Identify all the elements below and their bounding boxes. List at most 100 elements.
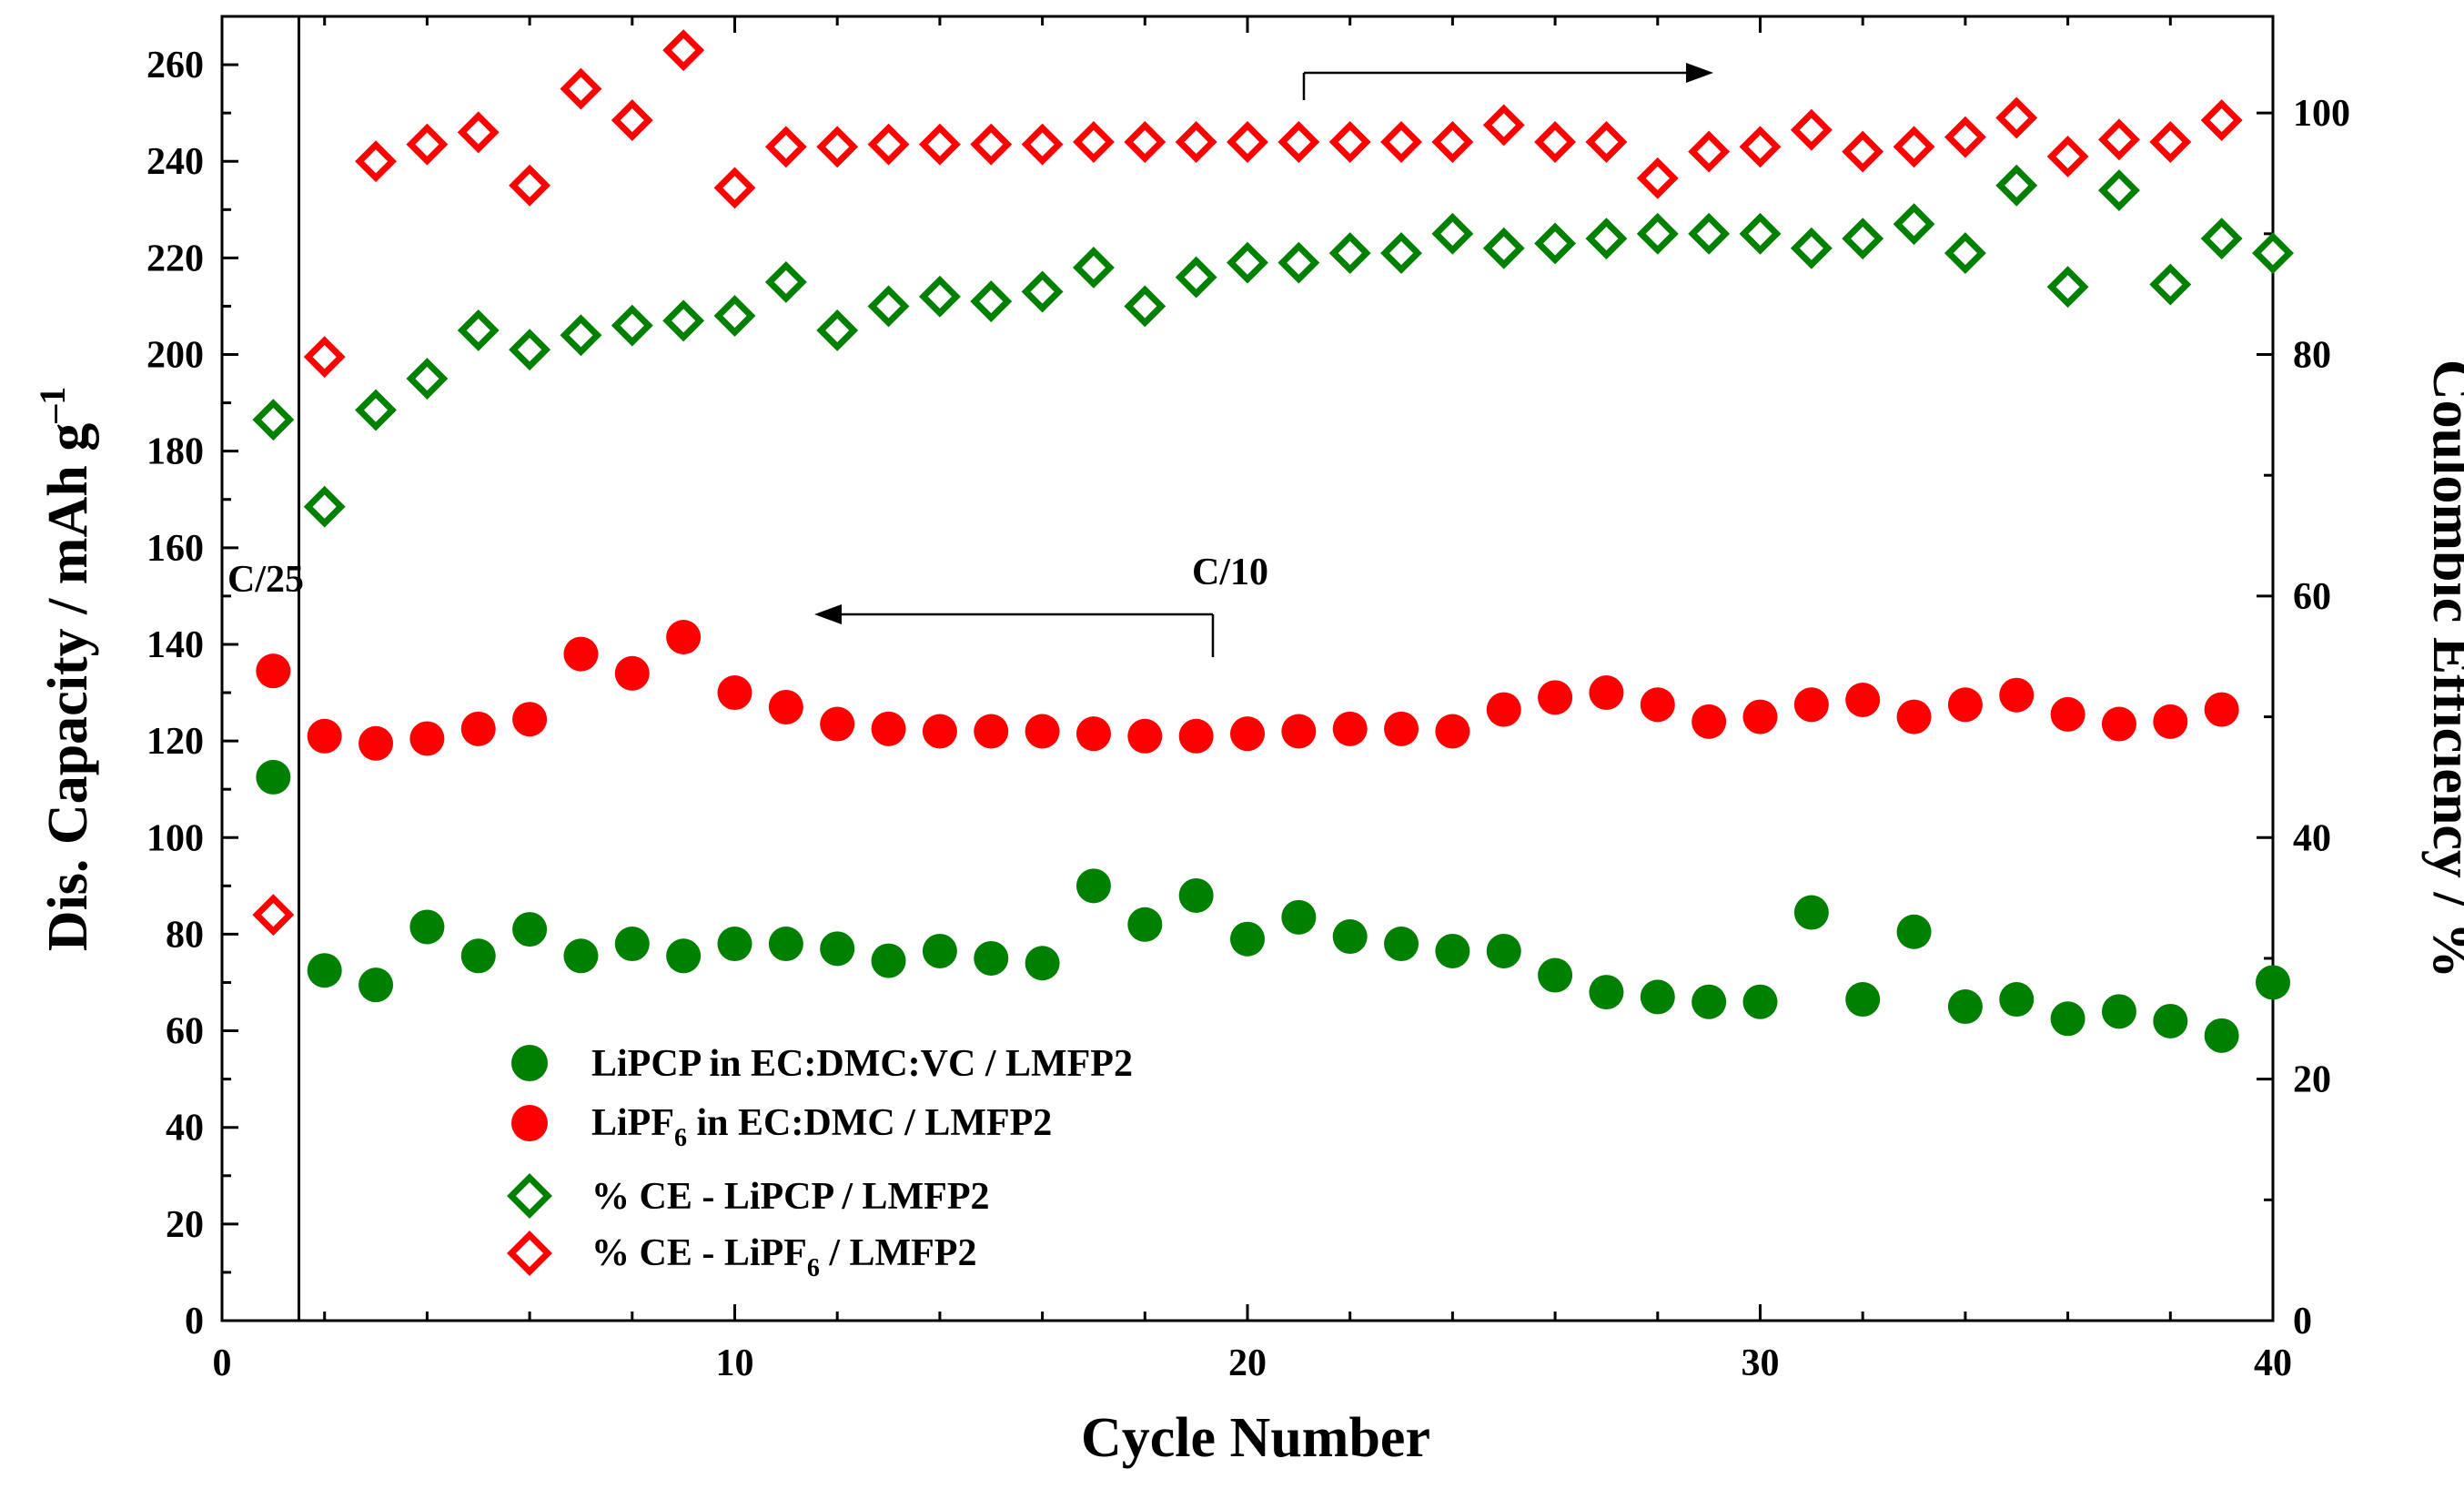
- ce-lipcp-point: [918, 275, 961, 318]
- x-tick-label: 10: [716, 1342, 754, 1384]
- ce-lipf6-point: [1585, 121, 1628, 163]
- x-tick-label: 30: [1742, 1342, 1780, 1384]
- capacity-lipf6-point: [1178, 718, 1214, 754]
- capacity-lipf6-point: [768, 689, 803, 724]
- capacity-lipcp-point: [1793, 895, 1829, 930]
- left-y-tick-label: 200: [146, 335, 204, 377]
- ce-lipcp-point: [1277, 241, 1320, 284]
- capacity-lipf6-point: [1384, 711, 1419, 746]
- left-y-tick-label: 240: [146, 141, 204, 183]
- ce-lipf6-point: [2200, 99, 2243, 142]
- capacity-lipf6-point: [1025, 714, 1060, 749]
- capacity-lipf6-point: [1589, 675, 1624, 711]
- capacity-lipcp-point: [2204, 1018, 2239, 1053]
- ce-lipf6-point: [560, 67, 602, 110]
- ce-lipf6-point: [1893, 126, 1935, 168]
- ce-lipcp-point: [1944, 232, 1986, 275]
- capacity-lipcp-point: [460, 938, 496, 974]
- capacity-lipf6-point: [1947, 687, 1983, 723]
- left-y-tick-label: 220: [146, 238, 204, 279]
- ce-lipf6-point: [2046, 135, 2089, 177]
- ce-lipf6-point: [1021, 123, 1064, 166]
- c10-label: C/10: [1192, 552, 1268, 593]
- capacity-lipcp-point: [1896, 914, 1932, 949]
- capacity-lipcp-point: [512, 912, 548, 947]
- capacity-lipcp-point: [717, 927, 752, 962]
- ce-lipf6-point: [1380, 121, 1422, 163]
- ce-lipf6-point: [303, 336, 346, 379]
- ce-lipf6-point: [764, 126, 807, 168]
- series-capacity-lipf6: [256, 620, 2239, 761]
- ce-lipf6-point: [816, 126, 859, 168]
- capacity-lipcp-point: [1691, 984, 1727, 1019]
- capacity-lipcp-point: [1075, 868, 1111, 904]
- ce-lipcp-point: [1124, 285, 1166, 328]
- capacity-lipf6-point: [1332, 711, 1368, 746]
- ce-lipcp-point: [2200, 218, 2243, 260]
- left-y-tick-label: 0: [185, 1301, 204, 1342]
- left-y-tick-label: 40: [166, 1108, 204, 1150]
- ce-lipf6-point: [1790, 108, 1833, 151]
- capacity-lipf6-point: [1538, 680, 1573, 715]
- right-y-tick-label: 20: [2293, 1059, 2331, 1101]
- left-y-tick-label: 20: [166, 1204, 204, 1246]
- left-y-tick-label: 100: [146, 817, 204, 859]
- legend-label-ce-lipcp: % CE - LiPCP / LMFP2: [591, 1176, 989, 1218]
- ce-lipcp-point: [509, 329, 551, 371]
- capacity-lipcp-point: [1230, 921, 1265, 957]
- capacity-lipcp-point: [409, 909, 445, 945]
- capacity-lipf6-point: [563, 636, 599, 672]
- x-tick-label: 20: [1228, 1342, 1267, 1384]
- ce-lipcp-point: [1227, 241, 1268, 284]
- ce-lipf6-point: [662, 29, 705, 72]
- left-y-tick-label: 80: [166, 914, 204, 956]
- right-y-tick-label: 100: [2293, 93, 2350, 135]
- x-tick-label: 40: [2254, 1342, 2292, 1384]
- right-y-tick-label: 0: [2293, 1301, 2312, 1342]
- x-tick-label: 0: [213, 1342, 232, 1384]
- capacity-lipf6-point: [974, 714, 1009, 749]
- capacity-lipf6-point: [1640, 687, 1675, 723]
- legend-label-lipf6-main: LiPF: [591, 1102, 674, 1144]
- ce-lipf6-point: [1227, 121, 1268, 163]
- ce-lipf6-point: [1688, 130, 1731, 173]
- right-y-tick-label: 60: [2293, 576, 2331, 618]
- ce-lipcp-point: [1842, 218, 1884, 260]
- capacity-lipcp-point: [2256, 965, 2290, 1000]
- left-axis-arrow: [814, 604, 1215, 657]
- ce-lipcp-point: [764, 260, 807, 303]
- ce-lipf6-point: [1073, 121, 1115, 163]
- ce-lipcp-point: [1021, 270, 1064, 313]
- ce-lipcp-point: [1328, 232, 1371, 275]
- ce-lipf6-point: [1277, 121, 1320, 163]
- ce-lipcp-point: [1073, 247, 1115, 289]
- legend-label-ce-lipf6-rest: / LMFP2: [820, 1232, 977, 1274]
- ce-lipcp-point: [816, 309, 859, 351]
- capacity-lipcp-point: [2153, 1003, 2188, 1038]
- capacity-lipcp-point: [1178, 877, 1214, 913]
- ce-lipf6-point: [457, 111, 500, 154]
- left-y-tick-label: 260: [146, 45, 204, 86]
- capacity-lipf6-point: [1999, 677, 2035, 713]
- capacity-lipcp-point: [2050, 1001, 2085, 1037]
- ce-lipcp-point: [1534, 222, 1577, 265]
- capacity-lipf6-point: [1742, 699, 1778, 734]
- legend-marker-ce-lipf6: [507, 1231, 552, 1276]
- capacity-lipf6-point: [1486, 692, 1521, 727]
- ce-lipcp-point: [303, 485, 346, 528]
- capacity-lipf6-point: [460, 711, 496, 746]
- right-y-tick-label: 40: [2293, 817, 2331, 859]
- ce-lipf6-point: [1482, 104, 1525, 147]
- ce-lipf6-point: [1534, 121, 1577, 163]
- capacity-lipcp-point: [1589, 975, 1624, 1010]
- capacity-lipcp-point: [256, 759, 291, 795]
- capacity-lipf6-point: [1793, 687, 1829, 723]
- ce-lipcp-point: [662, 299, 705, 342]
- capacity-lipf6-point: [2050, 696, 2085, 732]
- ce-lipcp-point: [2149, 263, 2192, 306]
- legend: LiPCP in EC:DMC:VC / LMFP2 LiPF6 in EC:D…: [507, 1043, 1133, 1282]
- left-y-tick-label: 140: [146, 624, 204, 666]
- legend-label-ce-lipf6: % CE - LiPF6 / LMFP2: [591, 1232, 976, 1282]
- capacity-lipcp-point: [1742, 984, 1778, 1019]
- ce-lipf6-point: [252, 894, 295, 937]
